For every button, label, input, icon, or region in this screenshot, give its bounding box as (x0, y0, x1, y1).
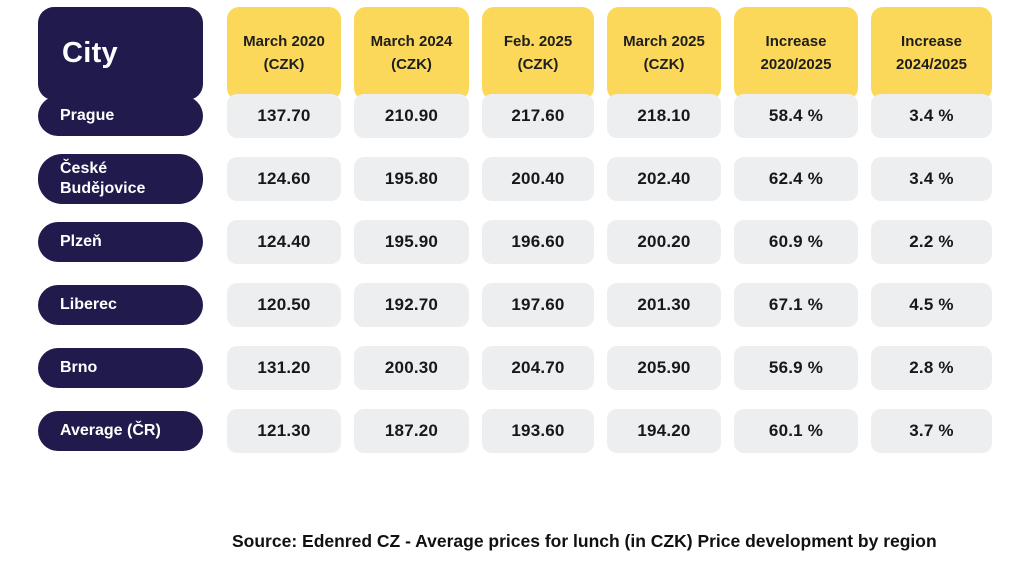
value-cell: 200.20 (607, 220, 721, 264)
header-cell-feb-2025: Feb. 2025 (CZK) (482, 6, 594, 100)
header-cell-march-2025: March 2025 (CZK) (607, 6, 721, 100)
header-cell-increase-2024-2025: Increase 2024/2025 (871, 6, 992, 100)
value-cell: 192.70 (354, 283, 469, 327)
header-cell-march-2024: March 2024 (CZK) (354, 6, 469, 100)
header-line: (CZK) (643, 56, 685, 73)
header-line: 2024/2025 (896, 56, 967, 73)
value-cell: 3.4 % (871, 157, 992, 201)
value-cell: 67.1 % (734, 283, 858, 327)
value-cell: 124.60 (227, 157, 341, 201)
value-cell: 195.90 (354, 220, 469, 264)
value-cell: 210.90 (354, 94, 469, 138)
value-cell: 137.70 (227, 94, 341, 138)
city-pill-liberec: Liberec (38, 285, 203, 325)
city-pill-average-cr: Average (ČR) (38, 411, 203, 451)
city-pill-brno: Brno (38, 348, 203, 388)
source-caption: Source: Edenred CZ - Average prices for … (232, 531, 937, 551)
value-cell: 202.40 (607, 157, 721, 201)
value-cell: 131.20 (227, 346, 341, 390)
header-line: March 2020 (243, 32, 325, 50)
value-cell: 218.10 (607, 94, 721, 138)
header-line: March 2024 (370, 32, 453, 50)
value-cell: 200.40 (482, 157, 594, 201)
value-cell: 217.60 (482, 94, 594, 138)
value-cell: 200.30 (354, 346, 469, 390)
city-pill-prague: Prague (38, 96, 203, 136)
value-cell: 201.30 (607, 283, 721, 327)
header-line: March 2025 (623, 32, 705, 50)
value-cell: 2.2 % (871, 220, 992, 264)
header-line: 2020/2025 (760, 56, 832, 73)
header-line: (CZK) (263, 56, 305, 73)
value-cell: 205.90 (607, 346, 721, 390)
value-cell: 60.1 % (734, 409, 858, 453)
header-cell-city-wrap: City (38, 6, 214, 100)
value-cell: 121.30 (227, 409, 341, 453)
value-cell: 60.9 % (734, 220, 858, 264)
value-cell: 3.7 % (871, 409, 992, 453)
value-cell: 58.4 % (734, 94, 858, 138)
header-line: Increase (901, 32, 962, 50)
city-pill-plzen: Plzeň (38, 222, 203, 262)
value-cell: 194.20 (607, 409, 721, 453)
value-cell: 204.70 (482, 346, 594, 390)
price-table: City March 2020 (CZK) March 2024 (CZK) F… (38, 6, 992, 453)
value-cell: 3.4 % (871, 94, 992, 138)
value-cell: 187.20 (354, 409, 469, 453)
header-line: (CZK) (391, 56, 432, 73)
header-cell-increase-2020-2025: Increase 2020/2025 (734, 6, 858, 100)
header-cell-city: City (38, 6, 203, 100)
value-cell: 197.60 (482, 283, 594, 327)
value-cell: 120.50 (227, 283, 341, 327)
header-line: Increase (765, 32, 827, 50)
value-cell: 56.9 % (734, 346, 858, 390)
value-cell: 196.60 (482, 220, 594, 264)
value-cell: 195.80 (354, 157, 469, 201)
value-cell: 193.60 (482, 409, 594, 453)
header-line: Feb. 2025 (503, 32, 573, 50)
value-cell: 124.40 (227, 220, 341, 264)
header-cell-march-2020: March 2020 (CZK) (227, 6, 341, 100)
value-cell: 4.5 % (871, 283, 992, 327)
value-cell: 2.8 % (871, 346, 992, 390)
value-cell: 62.4 % (734, 157, 858, 201)
header-line: (CZK) (517, 56, 559, 73)
city-pill-ceske-budejovice: České Budějovice (38, 154, 203, 204)
